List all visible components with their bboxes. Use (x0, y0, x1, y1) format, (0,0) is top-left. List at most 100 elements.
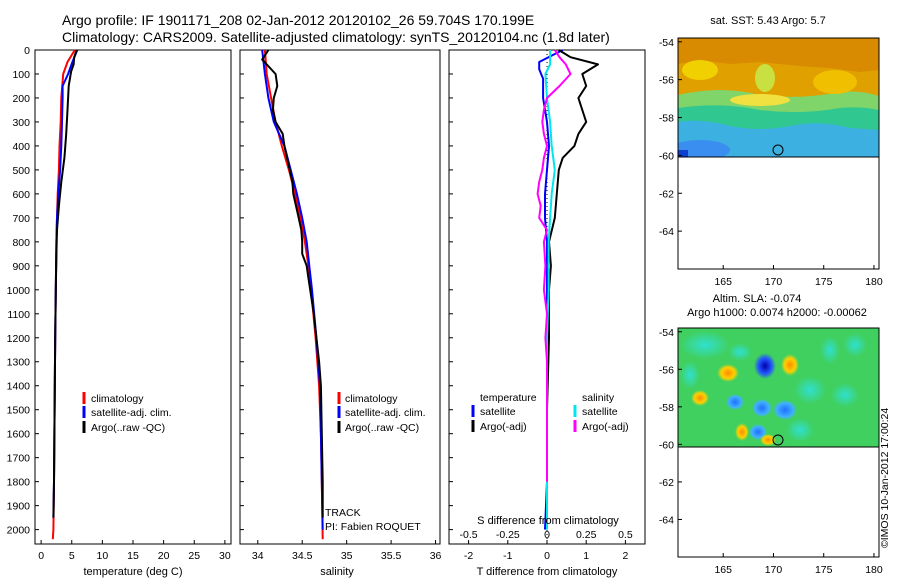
sla-map-subtitle: Argo h1000: 0.0074 h2000: -0.00062 (687, 307, 867, 319)
legend-label-satellite: satellite-adj. clim. (345, 407, 426, 419)
temperature-legend: climatology satellite-adj. clim. Argo(..… (82, 392, 172, 434)
lon-tick-label: 180 (865, 564, 883, 576)
x-tick-label: 5 (69, 550, 75, 562)
depth-tick-label: 500 (12, 165, 30, 177)
lat-tick-label: -60 (659, 439, 674, 451)
lon-tick-label: 165 (714, 564, 732, 576)
header-line-2: Climatology: CARS2009. Satellite-adjuste… (62, 29, 610, 45)
depth-tick-label: 200 (12, 93, 30, 105)
x-tick-label: 1 (583, 550, 589, 562)
depth-tick-label: 700 (12, 213, 30, 225)
series-line-salinity-argo-adj (536, 49, 572, 482)
legend-label-argo: Argo(..raw -QC) (91, 422, 165, 434)
lat-tick-label: -64 (659, 514, 674, 526)
sst-map (677, 37, 880, 270)
series-line-temperature-argo-adj (546, 49, 599, 518)
depth-tick-label: 1100 (7, 309, 30, 321)
s-tick-label: -0.5 (460, 529, 478, 541)
s-tick-label: 0 (544, 529, 550, 541)
lat-tick-label: -58 (659, 402, 674, 414)
lat-tick-label: -60 (659, 150, 674, 162)
lat-tick-label: -64 (659, 226, 674, 238)
sla-lon-axis: 165 170 175 180 (714, 553, 883, 576)
sla-lat-axis: -54 -56 -58 -60 -62 -64 (659, 327, 682, 526)
t-difference-x-axis: -2 -1 0 1 2 (464, 540, 628, 562)
depth-tick-label: 100 (12, 69, 30, 81)
legend-label-s-satellite: satellite (582, 406, 618, 418)
difference-legend: temperature satellite Argo(-adj) salinit… (471, 392, 629, 433)
s-tick-label: 0.25 (576, 529, 597, 541)
depth-axis: 0 100 200 300 400 500 600 700 800 900 1000 1100 1200… (7, 45, 453, 537)
lon-tick-label: 175 (815, 564, 833, 576)
depth-tick-label: 1000 (7, 285, 31, 297)
x-tick-label: 35.5 (381, 550, 402, 562)
s-difference-x-axis: -0.5 -0.25 0 0.25 0.5 (460, 529, 633, 541)
temperature-profile-panel (34, 49, 232, 545)
x-tick-label: 36 (430, 550, 442, 562)
sla-map-title: Altim. SLA: -0.074 (713, 293, 802, 305)
legend-title-temperature: temperature (480, 392, 537, 404)
x-tick-label: -2 (464, 550, 473, 562)
lat-tick-label: -62 (659, 477, 674, 489)
salinity-profile-panel (239, 49, 441, 545)
legend-label-argo: Argo(..raw -QC) (345, 422, 419, 434)
argo-location-marker (772, 144, 784, 156)
track-label: TRACK (325, 507, 361, 519)
lon-tick-label: 175 (815, 276, 833, 288)
depth-tick-label: 1500 (7, 405, 31, 417)
x-tick-label: 35 (341, 550, 353, 562)
depth-tick-label: 1900 (7, 501, 31, 513)
x-tick-label: 10 (97, 550, 109, 562)
depth-tick-label: 1700 (7, 453, 31, 465)
s-tick-label: -0.25 (496, 529, 520, 541)
depth-tick-label: 400 (12, 141, 30, 153)
x-tick-label: 25 (188, 550, 200, 562)
argo-location-marker (772, 434, 784, 446)
sst-lat-axis: -54 -56 -58 -60 -62 -64 (659, 37, 682, 238)
salinity-series-group (261, 49, 324, 540)
legend-label-climatology: climatology (91, 393, 144, 405)
lat-tick-label: -56 (659, 75, 674, 87)
s-tick-label: 0.5 (618, 529, 633, 541)
lat-tick-label: -56 (659, 364, 674, 376)
lon-tick-label: 165 (714, 276, 732, 288)
x-tick-label: -1 (503, 550, 512, 562)
legend-label-t-argo: Argo(-adj) (480, 421, 527, 433)
series-line-argo-raw-qc (261, 49, 324, 518)
lon-tick-label: 180 (865, 276, 883, 288)
pi-label: PI: Fabien ROQUET (325, 521, 421, 533)
depth-tick-label: 1800 (7, 477, 31, 489)
x-tick-label: 0 (38, 550, 44, 562)
x-tick-label: 34.5 (292, 550, 313, 562)
x-tick-label: 2 (622, 550, 628, 562)
depth-tick-label: 0 (24, 45, 30, 57)
x-tick-label: 15 (127, 550, 139, 562)
x-tick-label: 0 (544, 550, 550, 562)
lon-tick-label: 170 (765, 564, 783, 576)
sst-map-title: sat. SST: 5.43 Argo: 5.7 (710, 15, 826, 27)
depth-tick-label: 1400 (7, 381, 31, 393)
depth-tick-label: 800 (12, 237, 30, 249)
sla-map (677, 327, 880, 558)
temperature-x-label: temperature (deg C) (83, 566, 182, 578)
depth-tick-label: 1200 (7, 333, 31, 345)
lat-tick-label: -62 (659, 188, 674, 200)
legend-title-salinity: salinity (582, 392, 615, 404)
series-line-satellite-adj-clim (261, 49, 324, 530)
legend-label-t-satellite: satellite (480, 406, 516, 418)
t-difference-x-label: T difference from climatology (477, 566, 618, 578)
temperature-series-group (51, 49, 79, 540)
depth-tick-label: 900 (12, 261, 30, 273)
temperature-x-axis: 0 5 10 15 20 25 30 (38, 540, 231, 562)
sst-lon-axis: 165 170 175 180 (714, 265, 883, 288)
x-tick-label: 20 (158, 550, 170, 562)
series-line-satellite-adj-clim (52, 49, 79, 518)
depth-tick-label: 2000 (7, 525, 31, 537)
lat-tick-label: -54 (659, 327, 674, 339)
difference-series-group (536, 49, 599, 530)
salinity-x-label: salinity (320, 566, 354, 578)
lon-tick-label: 170 (765, 276, 783, 288)
depth-tick-label: 1600 (7, 429, 31, 441)
imos-credit: ©IMOS 10-Jan-2012 17:00:24 (879, 408, 891, 548)
depth-tick-label: 600 (12, 189, 30, 201)
